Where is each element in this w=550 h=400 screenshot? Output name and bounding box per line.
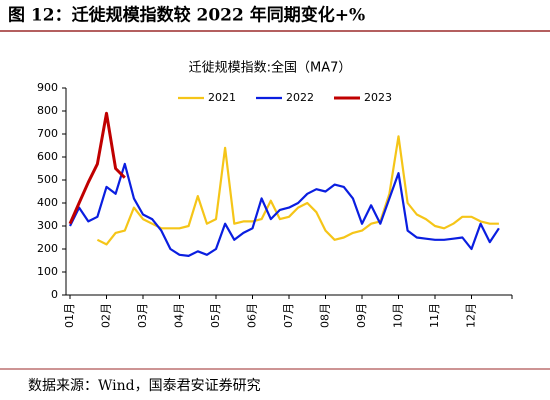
y-tick-label: 200 <box>37 242 58 255</box>
source: 数据来源：Wind，国泰君安证券研究 <box>28 378 261 394</box>
chart-subtitle: 迁徙规模指数:全国（MA7） <box>189 60 352 76</box>
line-series <box>69 162 500 257</box>
x-tick-label: 11月 <box>428 303 441 328</box>
chart-title: 图 12：迁徙规模指数较 2022 年同期变化+% <box>8 5 365 26</box>
legend-label: 2023 <box>364 91 392 104</box>
x-tick-label: 08月 <box>319 303 332 328</box>
y-tick-label: 900 <box>37 81 58 94</box>
x-tick-label: 09月 <box>355 303 368 328</box>
x-tick-label: 03月 <box>136 303 149 328</box>
x-tick-label: 12月 <box>465 303 478 328</box>
line-series <box>96 135 499 246</box>
y-tick-label: 100 <box>37 265 58 278</box>
legend-label: 2022 <box>286 91 314 104</box>
x-tick-label: 07月 <box>282 303 295 328</box>
line-series <box>68 111 126 225</box>
y-tick-label: 600 <box>37 150 58 163</box>
y-tick-label: 0 <box>51 288 58 301</box>
x-tick-label: 10月 <box>392 303 405 328</box>
y-tick-label: 300 <box>37 219 58 232</box>
x-tick-label: 01月 <box>63 303 76 328</box>
y-tick-label: 800 <box>37 104 58 117</box>
legend-label: 2021 <box>208 91 236 104</box>
x-tick-label: 06月 <box>246 303 259 328</box>
x-tick-label: 02月 <box>100 303 113 328</box>
y-tick-label: 700 <box>37 127 58 140</box>
y-tick-label: 400 <box>37 196 58 209</box>
y-tick-label: 500 <box>37 173 58 186</box>
x-tick-label: 05月 <box>209 303 222 328</box>
x-tick-label: 04月 <box>173 303 186 328</box>
